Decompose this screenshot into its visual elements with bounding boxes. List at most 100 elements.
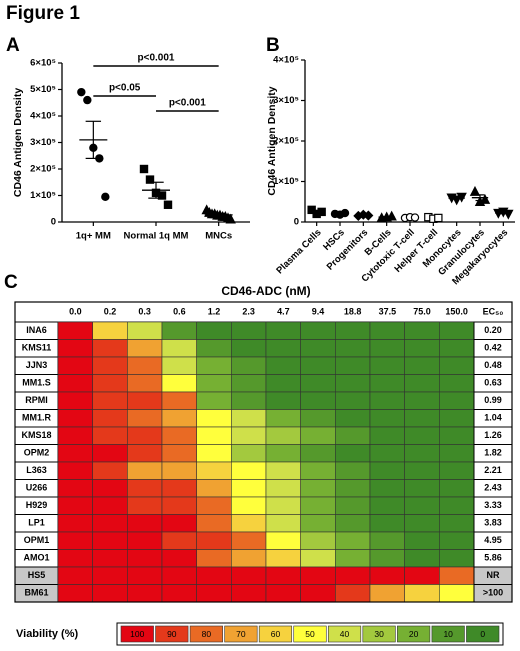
column-header: 9.4 bbox=[312, 306, 325, 316]
heat-cell bbox=[92, 339, 128, 358]
heat-cell bbox=[57, 339, 93, 358]
heat-cell bbox=[300, 444, 336, 463]
heat-cell bbox=[92, 356, 128, 375]
heat-cell bbox=[231, 479, 267, 498]
heat-cell bbox=[196, 549, 232, 568]
heat-cell bbox=[335, 339, 371, 358]
heat-cell bbox=[92, 584, 128, 603]
y-tick-label: 2×10⁵ bbox=[273, 136, 299, 147]
heat-cell bbox=[300, 549, 336, 568]
heat-cell bbox=[265, 496, 301, 515]
heat-cell bbox=[57, 549, 93, 568]
heat-cell bbox=[300, 374, 336, 393]
heat-cell bbox=[335, 566, 371, 585]
heat-cell bbox=[369, 566, 405, 585]
heat-cell bbox=[439, 496, 475, 515]
heat-cell bbox=[404, 374, 440, 393]
y-tick-label: 3×10⁵ bbox=[30, 137, 56, 148]
heat-cell bbox=[369, 479, 405, 498]
heat-cell bbox=[92, 374, 128, 393]
heat-cell bbox=[57, 374, 93, 393]
y-tick-label: 1×10⁵ bbox=[273, 176, 299, 187]
significance-label: p<0.001 bbox=[169, 98, 206, 109]
heat-cell bbox=[161, 496, 197, 515]
heat-cell bbox=[439, 549, 475, 568]
heat-cell bbox=[196, 496, 232, 515]
heat-cell bbox=[300, 339, 336, 358]
heat-cell bbox=[231, 444, 267, 463]
heat-cell bbox=[439, 566, 475, 585]
heat-cell bbox=[265, 374, 301, 393]
panel-label: B bbox=[266, 35, 280, 56]
heat-cell bbox=[92, 549, 128, 568]
ec50-value: 0.99 bbox=[484, 395, 502, 405]
heat-cell bbox=[57, 566, 93, 585]
legend-swatch bbox=[258, 625, 293, 643]
panel-label: A bbox=[6, 35, 20, 56]
row-label: MM1.S bbox=[22, 378, 51, 388]
row-label: MM1.R bbox=[22, 413, 52, 423]
ec50-value: 0.63 bbox=[484, 378, 502, 388]
heat-cell bbox=[439, 339, 475, 358]
legend-label: 70 bbox=[236, 629, 246, 639]
heat-cell bbox=[57, 409, 93, 428]
y-tick-label: 4×10⁵ bbox=[273, 55, 299, 66]
legend-label: 90 bbox=[167, 629, 177, 639]
column-header: 75.0 bbox=[413, 306, 431, 316]
heat-cell bbox=[369, 461, 405, 480]
heat-cell bbox=[196, 391, 232, 410]
heat-cell bbox=[127, 444, 163, 463]
row-label: RPMI bbox=[25, 395, 48, 405]
heat-cell bbox=[404, 514, 440, 533]
heat-cell bbox=[231, 356, 267, 375]
heat-cell bbox=[161, 339, 197, 358]
heat-cell bbox=[92, 531, 128, 550]
heat-cell bbox=[161, 479, 197, 498]
heat-cell bbox=[369, 374, 405, 393]
heat-cell bbox=[196, 566, 232, 585]
y-tick-label: 6×10⁵ bbox=[30, 58, 56, 69]
heat-cell bbox=[369, 549, 405, 568]
heat-cell bbox=[127, 566, 163, 585]
point bbox=[77, 87, 86, 97]
heat-cell bbox=[57, 496, 93, 515]
legend-label: 40 bbox=[340, 629, 350, 639]
heat-cell bbox=[92, 514, 128, 533]
heat-cell bbox=[335, 426, 371, 445]
heat-cell bbox=[161, 321, 197, 340]
column-header: 150.0 bbox=[445, 306, 468, 316]
x-tick-label: MNCs bbox=[205, 231, 232, 242]
heat-cell bbox=[369, 426, 405, 445]
column-header: 2.3 bbox=[242, 306, 255, 316]
heat-cell bbox=[335, 444, 371, 463]
heat-cell bbox=[404, 339, 440, 358]
heat-cell bbox=[265, 531, 301, 550]
table-border bbox=[14, 301, 513, 603]
row-label: OPM1 bbox=[24, 535, 50, 545]
row-label: OPM2 bbox=[24, 448, 50, 458]
heat-cell bbox=[300, 496, 336, 515]
heat-cell bbox=[369, 391, 405, 410]
heat-cell bbox=[57, 531, 93, 550]
heat-cell bbox=[404, 566, 440, 585]
ec50-value: >100 bbox=[483, 588, 503, 598]
heat-cell bbox=[231, 549, 267, 568]
heat-cell bbox=[439, 374, 475, 393]
ec50-value: NR bbox=[487, 570, 500, 580]
x-tick-label: Plasma Cells bbox=[274, 227, 323, 276]
legend-label: 100 bbox=[130, 629, 144, 639]
heat-cell bbox=[127, 479, 163, 498]
heatmap-title: CD46-ADC (nM) bbox=[221, 284, 310, 298]
heat-cell bbox=[161, 566, 197, 585]
point bbox=[317, 207, 326, 217]
heat-cell bbox=[369, 584, 405, 603]
point bbox=[95, 154, 104, 163]
heat-cell bbox=[335, 356, 371, 375]
heat-cell bbox=[300, 531, 336, 550]
heat-cell bbox=[161, 409, 197, 428]
y-tick-label: 2×10⁵ bbox=[30, 164, 56, 175]
ec50-value: 3.33 bbox=[484, 500, 502, 510]
point bbox=[386, 210, 397, 221]
heat-cell bbox=[196, 444, 232, 463]
heat-cell bbox=[369, 531, 405, 550]
